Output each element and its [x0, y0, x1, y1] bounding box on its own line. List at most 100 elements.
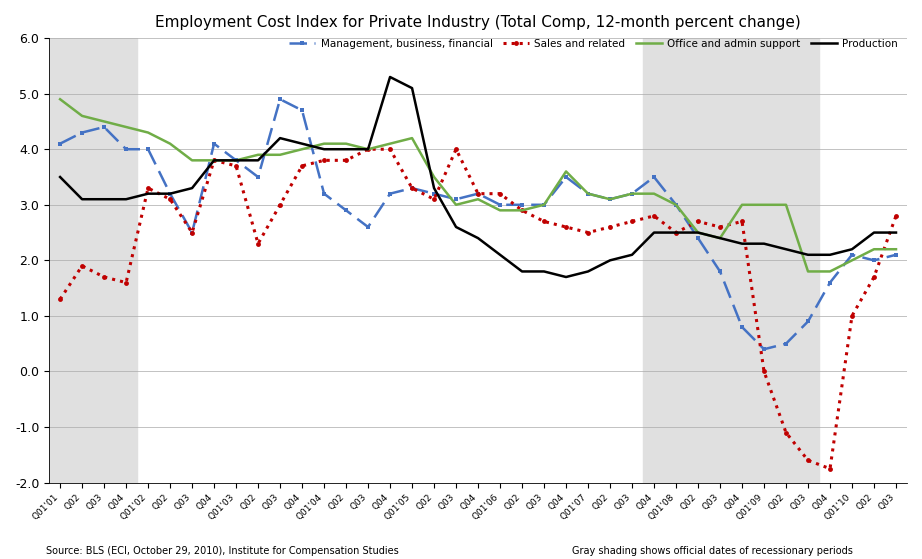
Production	[561, 274, 572, 281]
Sales and related	[516, 207, 527, 214]
Sales and related	[846, 312, 857, 319]
Production	[77, 196, 88, 202]
Management, business, financial	[340, 207, 351, 214]
Management, business, financial	[230, 157, 242, 164]
Office and admin support	[121, 124, 132, 130]
Sales and related	[275, 201, 286, 208]
Sales and related	[429, 196, 440, 202]
Management, business, financial	[407, 185, 418, 192]
Text: Gray shading shows official dates of recessionary periods: Gray shading shows official dates of rec…	[572, 546, 853, 556]
Sales and related	[77, 263, 88, 269]
Office and admin support	[692, 229, 703, 236]
Production	[362, 146, 373, 153]
Production	[648, 229, 659, 236]
Production	[605, 257, 616, 264]
Production	[472, 235, 483, 241]
Production	[516, 268, 527, 275]
Office and admin support	[275, 151, 286, 158]
Production	[164, 190, 175, 197]
Office and admin support	[407, 135, 418, 141]
Management, business, financial	[143, 146, 154, 153]
Management, business, financial	[297, 107, 308, 113]
Management, business, financial	[759, 346, 770, 353]
Production	[869, 229, 880, 236]
Sales and related	[297, 163, 308, 169]
Sales and related	[670, 229, 681, 236]
Sales and related	[869, 274, 880, 281]
Production	[143, 190, 154, 197]
Management, business, financial	[472, 190, 483, 197]
Sales and related	[208, 157, 219, 164]
Management, business, financial	[384, 190, 396, 197]
Sales and related	[164, 196, 175, 202]
Sales and related	[692, 218, 703, 225]
Management, business, financial	[648, 174, 659, 181]
Title: Employment Cost Index for Private Industry (Total Comp, 12-month percent change): Employment Cost Index for Private Indust…	[155, 15, 801, 30]
Sales and related	[715, 224, 726, 230]
Office and admin support	[846, 257, 857, 264]
Office and admin support	[472, 196, 483, 202]
Sales and related	[648, 212, 659, 219]
Line: Sales and related: Sales and related	[58, 147, 898, 471]
Management, business, financial	[561, 174, 572, 181]
Office and admin support	[340, 140, 351, 147]
Production	[186, 185, 197, 192]
Sales and related	[759, 368, 770, 375]
Office and admin support	[143, 129, 154, 136]
Office and admin support	[891, 246, 902, 253]
Line: Office and admin support: Office and admin support	[60, 100, 896, 272]
Production	[802, 252, 813, 258]
Production	[583, 268, 594, 275]
Sales and related	[54, 296, 65, 302]
Sales and related	[538, 218, 550, 225]
Management, business, financial	[362, 224, 373, 230]
Sales and related	[318, 157, 329, 164]
Sales and related	[451, 146, 462, 153]
Sales and related	[891, 212, 902, 219]
Sales and related	[824, 465, 835, 472]
Sales and related	[781, 429, 792, 436]
Management, business, financial	[583, 190, 594, 197]
Management, business, financial	[77, 129, 88, 136]
Office and admin support	[208, 157, 219, 164]
Management, business, financial	[538, 201, 550, 208]
Office and admin support	[362, 146, 373, 153]
Management, business, financial	[824, 279, 835, 286]
Sales and related	[384, 146, 396, 153]
Sales and related	[340, 157, 351, 164]
Management, business, financial	[253, 174, 264, 181]
Management, business, financial	[605, 196, 616, 202]
Production	[494, 252, 505, 258]
Production	[275, 135, 286, 141]
Office and admin support	[670, 201, 681, 208]
Management, business, financial	[692, 235, 703, 241]
Management, business, financial	[186, 229, 197, 236]
Sales and related	[186, 229, 197, 236]
Legend: Management, business, financial, Sales and related, Office and admin support, Pr: Management, business, financial, Sales a…	[285, 35, 902, 53]
Office and admin support	[164, 140, 175, 147]
Sales and related	[143, 185, 154, 192]
Bar	[643, 38, 819, 482]
Management, business, financial	[846, 252, 857, 258]
Office and admin support	[494, 207, 505, 214]
Office and admin support	[516, 207, 527, 214]
Sales and related	[472, 190, 483, 197]
Production	[253, 157, 264, 164]
Production	[318, 146, 329, 153]
Production	[208, 157, 219, 164]
Management, business, financial	[802, 318, 813, 325]
Management, business, financial	[715, 268, 726, 275]
Office and admin support	[605, 196, 616, 202]
Office and admin support	[781, 201, 792, 208]
Production	[538, 268, 550, 275]
Bar	[49, 38, 137, 482]
Sales and related	[561, 224, 572, 230]
Office and admin support	[54, 96, 65, 103]
Office and admin support	[538, 201, 550, 208]
Production	[230, 157, 242, 164]
Management, business, financial	[164, 190, 175, 197]
Management, business, financial	[429, 190, 440, 197]
Production	[384, 74, 396, 80]
Management, business, financial	[627, 190, 638, 197]
Sales and related	[121, 279, 132, 286]
